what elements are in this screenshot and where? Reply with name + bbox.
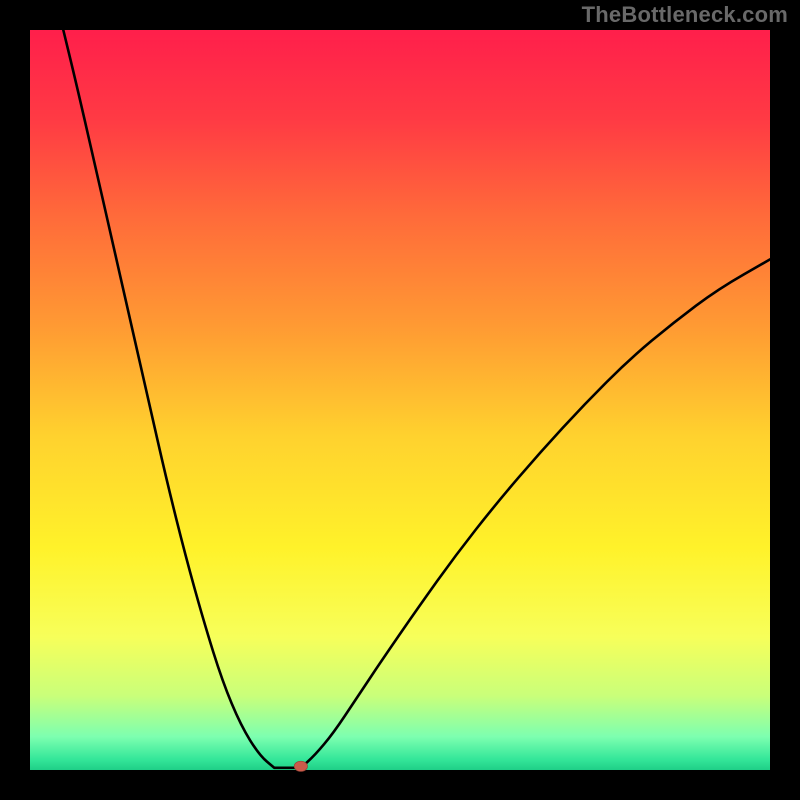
bottleneck-chart xyxy=(0,0,800,800)
optimal-point-marker xyxy=(294,761,307,771)
watermark-text: TheBottleneck.com xyxy=(582,2,788,28)
plot-area xyxy=(30,30,770,770)
